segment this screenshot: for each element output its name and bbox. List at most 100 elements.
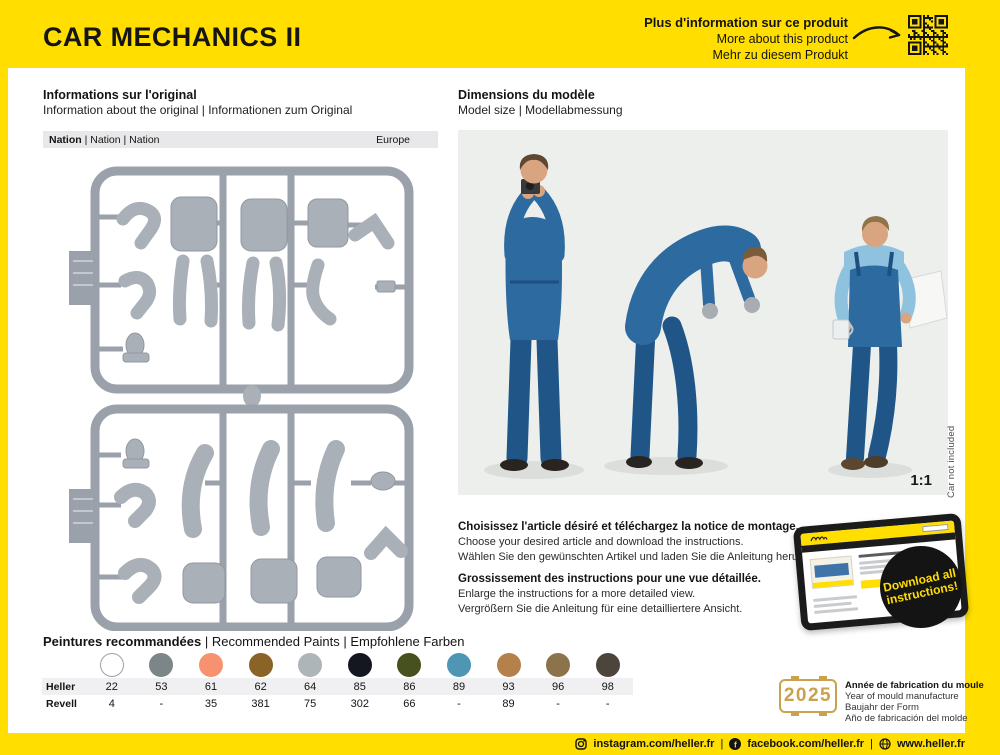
sprue-parts-illustration	[69, 166, 414, 631]
model-size-title-sub: Model size | Modellabmessung	[458, 102, 623, 117]
footer-links: instagram.com/heller.fr | f facebook.com…	[8, 733, 965, 755]
mould-line-fr: Année de fabrication du moule	[845, 680, 984, 691]
paint-swatch-cell	[137, 652, 187, 677]
paint-value-revell: 4	[108, 697, 115, 710]
mould-year-logo: 2025	[779, 676, 837, 716]
choose-line-de: Wählen Sie den gewünschten Artikel und l…	[458, 551, 820, 563]
footer-divider: |	[870, 738, 873, 750]
footer-link-website[interactable]: www.heller.fr	[896, 738, 965, 750]
model-size-heading: Dimensions du modèle Model size | Modell…	[458, 88, 623, 117]
paints-heading: Peintures recommandées | Recommended Pai…	[43, 634, 465, 649]
more-info-block: Plus d'information sur ce produit More a…	[644, 15, 848, 63]
paint-swatch	[446, 652, 471, 677]
tablet-search-box	[922, 523, 949, 533]
paint-value-revell: -	[457, 697, 461, 710]
paint-value-revell: -	[605, 697, 610, 710]
paint-swatch	[496, 652, 521, 677]
paint-swatch-cell	[186, 652, 236, 677]
page-title: CAR MECHANICS II	[43, 22, 302, 52]
mould-line-es: Año de fabricación del molde	[845, 713, 968, 724]
model-size-title-fr: Dimensions du modèle	[458, 88, 595, 102]
paint-brand-label: Revell	[46, 697, 77, 710]
car-not-included-note: Car not included	[946, 425, 957, 498]
facebook-icon: f	[729, 738, 742, 750]
paint-swatch-cell	[434, 652, 484, 677]
paint-value-revell: -	[556, 697, 560, 710]
curved-arrow-icon	[852, 26, 901, 40]
enlarge-line-de: Vergrößern Sie die Anleitung für eine de…	[458, 603, 743, 615]
paint-swatch-cell	[583, 652, 633, 677]
paint-swatch-row	[42, 651, 633, 678]
paint-value-heller: 62	[254, 680, 267, 693]
paint-swatch	[546, 652, 571, 677]
more-info-en: More about this product	[716, 32, 848, 46]
paint-brand-label: Heller	[46, 680, 76, 693]
scale-label: 1:1	[910, 472, 932, 489]
original-info-title-sub: Information about the original | Informa…	[43, 102, 353, 117]
paint-value-revell: -	[159, 697, 164, 710]
paints-title-fr: Peintures recommandées	[43, 634, 202, 649]
paint-value-heller: 89	[452, 680, 466, 693]
mould-year-value: 2025	[783, 685, 833, 706]
choose-line-fr: Choisissez l'article désiré et télécharg…	[458, 521, 799, 533]
footer-divider: |	[720, 738, 724, 750]
paint-swatch-cell	[87, 652, 137, 677]
paint-value-revell: 75	[304, 697, 317, 710]
paint-swatch-cell	[533, 652, 583, 677]
paint-swatch-cell	[285, 652, 335, 677]
download-instructions-text: Choisissez l'article désiré et télécharg…	[458, 520, 819, 617]
svg-text:f: f	[734, 739, 737, 749]
paint-swatch-cell	[236, 652, 286, 677]
mould-year-text: Année de fabrication du moule Year of mo…	[845, 680, 984, 724]
instagram-icon	[575, 738, 588, 750]
mould-line-en: Year of mould manufacture	[845, 691, 959, 702]
choose-line-en: Choose your desired article and download…	[458, 536, 744, 548]
paint-value-revell: 381	[251, 697, 270, 710]
tablet-illustration	[792, 512, 970, 632]
footer-link-facebook[interactable]: facebook.com/heller.fr	[747, 738, 865, 750]
paint-swatch	[595, 652, 620, 677]
paint-value-heller: 53	[155, 680, 168, 693]
paint-heller-row: Heller 22 53 61 62 64 85 86 89 93 96 98	[42, 678, 633, 695]
paints-title-rest: | Recommended Paints | Empfohlene Farben	[201, 634, 465, 649]
qr-code[interactable]	[908, 15, 948, 55]
globe-icon	[879, 738, 891, 750]
tablet-product-box	[809, 555, 855, 590]
mechanics-photo: 1:1	[458, 130, 948, 495]
paint-value-heller: 64	[304, 680, 317, 693]
paint-value-heller: 86	[403, 680, 416, 693]
paint-value-heller: 93	[502, 680, 515, 693]
paint-revell-row: Revell 4 - 35 381 75 302 66 - 89 - -	[42, 695, 633, 712]
paint-swatch	[347, 652, 372, 677]
tablet-site-header	[800, 520, 955, 546]
nation-label: Nation | Nation | Nation	[49, 133, 160, 146]
paint-swatch-cell	[385, 652, 435, 677]
paint-value-heller: 98	[601, 680, 614, 693]
paint-value-heller: 85	[353, 680, 366, 693]
paint-value-revell: 35	[204, 697, 218, 710]
heller-logo-icon	[810, 536, 828, 542]
paint-swatch	[198, 652, 223, 677]
original-info-heading: Informations sur l'original Information …	[43, 88, 352, 117]
tablet-screen	[800, 520, 962, 624]
original-info-title-fr: Informations sur l'original	[43, 88, 197, 102]
paint-value-revell: 89	[502, 697, 515, 710]
paint-value-heller: 22	[105, 680, 118, 693]
paint-value-revell: 66	[403, 697, 416, 710]
paint-swatch	[149, 652, 174, 677]
more-info-de: Mehr zu diesem Produkt	[712, 48, 848, 62]
sprue-label-tab	[69, 251, 97, 305]
enlarge-line-fr: Grossissement des instructions pour une …	[458, 573, 761, 585]
paint-value-heller: 61	[204, 680, 218, 693]
paint-swatch-cell	[484, 652, 534, 677]
paint-swatch	[298, 652, 323, 677]
paint-swatch	[248, 652, 273, 677]
nation-value: Europe	[376, 133, 410, 146]
mould-line-de: Baujahr der Form	[845, 702, 919, 713]
footer-link-instagram[interactable]: instagram.com/heller.fr	[593, 738, 715, 750]
paints-table: Heller 22 53 61 62 64 85 86 89 93 96 98 Revell 4 - 35 3…	[42, 651, 633, 712]
paint-swatch-cell	[335, 652, 385, 677]
nation-row: Nation | Nation | Nation Europe	[43, 131, 438, 148]
more-info-fr: Plus d'information sur ce produit	[644, 15, 848, 30]
